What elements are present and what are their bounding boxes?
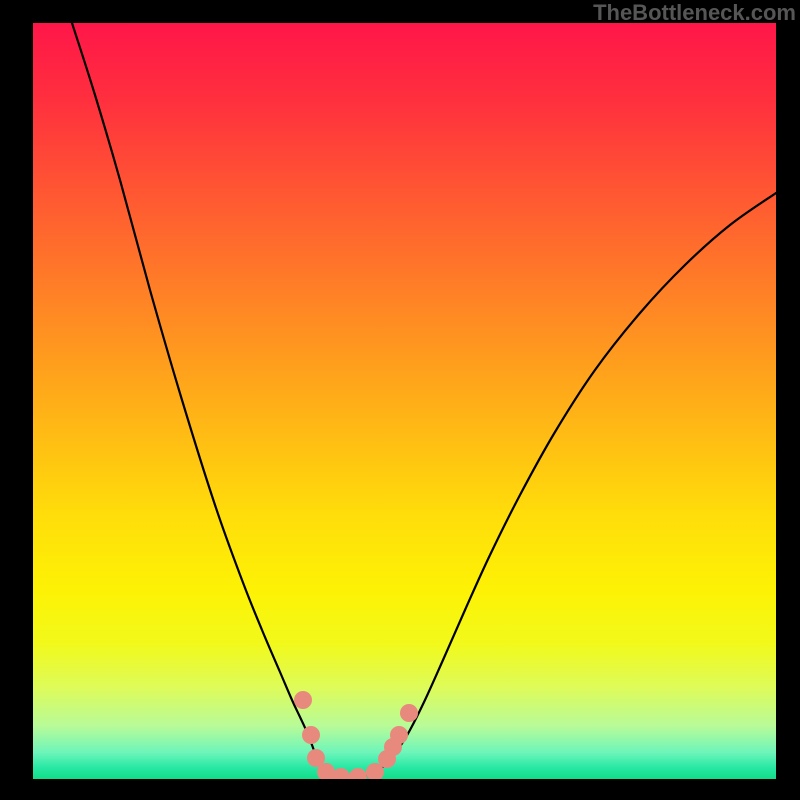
chart-stage: TheBottleneck.com — [0, 0, 800, 800]
curve-marker — [302, 726, 320, 744]
curve-marker — [390, 726, 408, 744]
curve-marker — [294, 691, 312, 709]
chart-svg — [0, 0, 800, 800]
watermark-text: TheBottleneck.com — [593, 0, 796, 26]
curve-marker — [400, 704, 418, 722]
gradient-background — [33, 23, 776, 779]
